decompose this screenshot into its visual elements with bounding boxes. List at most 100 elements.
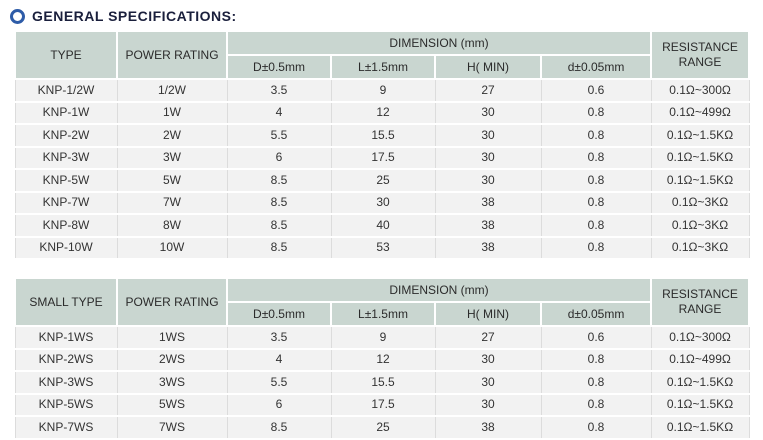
table-cell: KNP-7W [14,190,118,215]
table-cell: 40 [330,213,436,238]
small-type-table: SMALL TYPE POWER RATING DIMENSION (mm) R… [14,277,751,440]
table-cell: 30 [434,392,542,417]
col-header-dimension-group: DIMENSION (mm) [225,277,653,303]
general-type-table-body: KNP-1/2W 1/2W 3.5 9 27 0.6 0.1Ω~300Ω KNP-1W 1W 4 1… [14,78,750,260]
table-cell: 0.1Ω~499Ω [650,347,750,372]
col-header-l: L±1.5mm [330,301,436,327]
header-row-2: D±0.5mm L±1.5mm H( MIN) d±0.05mm [15,54,749,80]
col-header-power-rating: POWER RATING [116,30,228,80]
section-title-bar: GENERAL SPECIFICATIONS: [0,6,763,26]
table-cell: 0.8 [540,123,652,148]
table-cell: 5WS [116,392,228,417]
table-cell: KNP-2WS [14,347,118,372]
table-cell: 0.8 [540,145,652,170]
col-header-h-min: H( MIN) [434,301,542,327]
table-cell: 0.1Ω~3KΩ [650,190,750,215]
table-cell: 1W [116,100,228,125]
col-header-d-upper: D±0.5mm [226,54,332,80]
table-cell: 30 [434,123,542,148]
table-cell: 4 [226,347,332,372]
table-cell: 6 [226,145,332,170]
table-cell: 1/2W [116,78,228,103]
table-row: KNP-1W 1W 4 12 30 0.8 0.1Ω~499Ω [14,100,750,125]
table-row: KNP-1/2W 1/2W 3.5 9 27 0.6 0.1Ω~300Ω [14,78,750,103]
table-cell: 0.1Ω~1.5KΩ [650,370,750,395]
table-cell: 4 [226,100,332,125]
col-header-l: L±1.5mm [330,54,436,80]
col-header-d-lower: d±0.05mm [539,54,653,80]
table-row: KNP-8W 8W 8.5 40 38 0.8 0.1Ω~3KΩ [14,213,750,238]
table-cell: 0.1Ω~499Ω [650,100,750,125]
table-cell: 30 [434,347,542,372]
table-cell: KNP-5WS [14,392,118,417]
table-cell: 3.5 [226,325,332,350]
col-header-h-min: H( MIN) [434,54,542,80]
table-cell: 0.6 [540,325,652,350]
col-header-small-type: SMALL TYPE [14,277,118,327]
table-cell: 30 [434,370,542,395]
col-header-resistance-range: RESISTANCE RANGE [650,30,751,80]
table-row: KNP-5W 5W 8.5 25 30 0.8 0.1Ω~1.5KΩ [14,168,750,193]
table-cell: 27 [434,325,542,350]
table-cell: 1WS [116,325,228,350]
table-cell: 0.1Ω~300Ω [650,78,750,103]
table-cell: 0.8 [540,370,652,395]
table-cell: KNP-5W [14,168,118,193]
table-cell: 0.1Ω~1.5KΩ [650,145,750,170]
table-row: KNP-7WS 7WS 8.5 25 38 0.8 0.1Ω~1.5KΩ [14,415,750,440]
table-cell: 0.1Ω~1.5KΩ [650,392,750,417]
table-cell: 8.5 [226,235,332,260]
table-cell: 9 [330,325,436,350]
table-cell: KNP-3W [14,145,118,170]
table-cell: KNP-7WS [14,415,118,440]
small-type-table-body: KNP-1WS 1WS 3.5 9 27 0.6 0.1Ω~300Ω KNP-2WS 2WS 4 1… [14,325,750,440]
table-cell: 30 [434,168,542,193]
table-cell: 6 [226,392,332,417]
table-cell: 8.5 [226,190,332,215]
table-cell: 0.8 [540,347,652,372]
table-cell: 12 [330,100,436,125]
page-title: GENERAL SPECIFICATIONS: [32,8,237,24]
table-cell: 38 [434,213,542,238]
table-row: KNP-5WS 5WS 6 17.5 30 0.8 0.1Ω~1.5KΩ [14,392,750,417]
table-row: KNP-1WS 1WS 3.5 9 27 0.6 0.1Ω~300Ω [14,325,750,350]
table-cell: 12 [330,347,436,372]
table-cell: 0.1Ω~300Ω [650,325,750,350]
table-cell: 0.6 [540,78,652,103]
col-header-d-upper: D±0.5mm [226,301,332,327]
table-cell: 38 [434,415,542,440]
table-cell: 0.8 [540,213,652,238]
table-row: KNP-3W 3W 6 17.5 30 0.8 0.1Ω~1.5KΩ [14,145,750,170]
table-cell: 25 [330,415,436,440]
table-cell: 5.5 [226,123,332,148]
table-cell: 7WS [116,415,228,440]
table-cell: 0.8 [540,415,652,440]
table-cell: 2W [116,123,228,148]
table-cell: KNP-1W [14,100,118,125]
table-gap [0,260,763,277]
table-cell: 5.5 [226,370,332,395]
table-cell: 38 [434,190,542,215]
ring-icon [10,8,25,24]
table-cell: KNP-2W [14,123,118,148]
general-type-table: TYPE POWER RATING DIMENSION (mm) RESISTA… [14,30,751,260]
table-cell: 17.5 [330,145,436,170]
table-cell: 27 [434,78,542,103]
table-cell: 8.5 [226,213,332,238]
table-cell: 8.5 [226,415,332,440]
table-cell: 3WS [116,370,228,395]
table-cell: KNP-1WS [14,325,118,350]
table-cell: 17.5 [330,392,436,417]
table-cell: KNP-1/2W [14,78,118,103]
table-cell: KNP-3WS [14,370,118,395]
table-cell: 0.8 [540,190,652,215]
table-row: KNP-2WS 2WS 4 12 30 0.8 0.1Ω~499Ω [14,347,750,372]
table-cell: 0.1Ω~3KΩ [650,235,750,260]
table-cell: 3W [116,145,228,170]
table-cell: 0.8 [540,168,652,193]
table-cell: 0.1Ω~3KΩ [650,213,750,238]
table-cell: 0.8 [540,100,652,125]
table-cell: 25 [330,168,436,193]
table-cell: 0.8 [540,235,652,260]
table-cell: 0.1Ω~1.5KΩ [650,415,750,440]
